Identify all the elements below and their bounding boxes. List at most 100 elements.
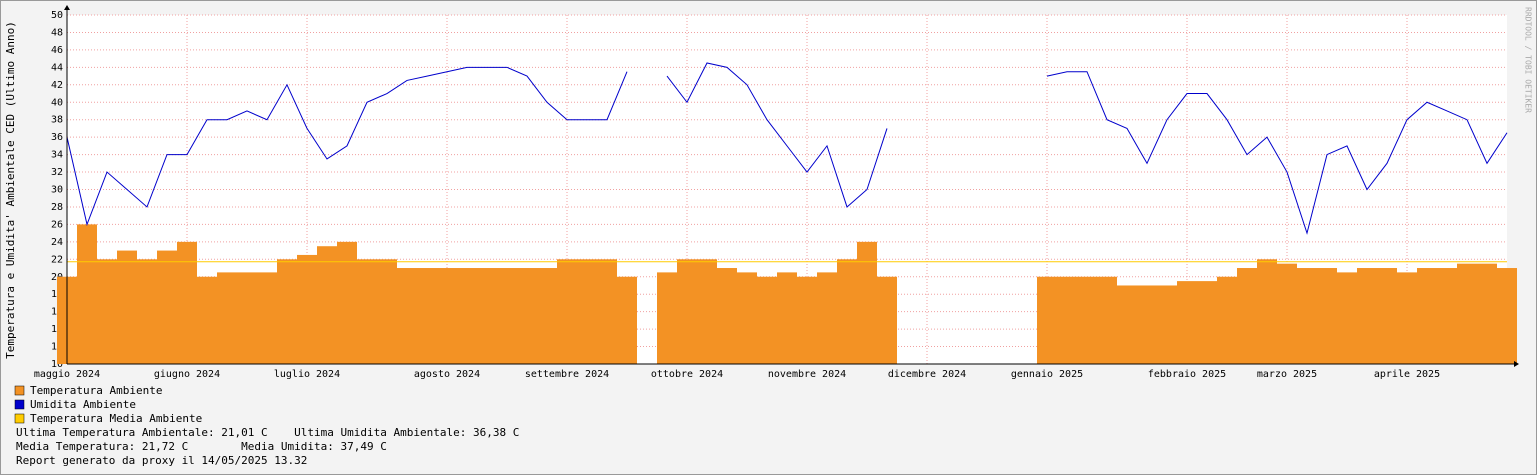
temperature-bar: [177, 241, 197, 364]
x-tick-label: ottobre 2024: [651, 369, 723, 380]
temperature-bar: [137, 259, 157, 364]
x-tick-label: settembre 2024: [525, 369, 609, 380]
y-tick-label: 42: [51, 80, 63, 91]
y-tick-label: 18: [51, 289, 63, 300]
y-tick-label: 14: [51, 324, 63, 335]
temperature-bar: [357, 259, 377, 364]
temperature-bar: [1437, 268, 1457, 364]
y-tick-label: 16: [51, 307, 63, 318]
temperature-bar: [657, 272, 677, 364]
y-tick-label: 40: [51, 97, 63, 108]
legend-swatch: [14, 385, 25, 396]
temperature-bar: [857, 241, 877, 364]
summary-line: Media Temperatura: 21,72 C Media Umidita…: [16, 440, 387, 453]
temperature-bar: [577, 259, 597, 364]
temperature-bar: [497, 268, 517, 364]
x-tick-label: giugno 2024: [154, 369, 220, 380]
temperature-bar: [397, 268, 417, 364]
legend-swatch: [14, 399, 25, 410]
y-tick-label: 38: [51, 115, 63, 126]
temperature-bar: [197, 276, 217, 364]
temperature-bar: [1137, 285, 1157, 364]
x-tick-label: gennaio 2025: [1011, 369, 1083, 380]
watermark: RRDTOOL / TOBI OETIKER: [1524, 7, 1533, 113]
temperature-bar: [1037, 276, 1057, 364]
temperature-bar: [717, 268, 737, 364]
temperature-bar: [1397, 272, 1417, 364]
temperature-bar: [777, 272, 797, 364]
y-tick-label: 44: [51, 62, 63, 73]
temperature-bar: [1157, 285, 1177, 364]
temperature-bar: [1077, 276, 1097, 364]
temperature-bar: [1257, 259, 1277, 364]
temperature-bar: [1097, 276, 1117, 364]
y-tick-label: 30: [51, 185, 63, 196]
temperature-bar: [1237, 268, 1257, 364]
legend-label: Temperatura Ambiente: [30, 384, 162, 397]
summary-line: Report generato da proxy il 14/05/2025 1…: [16, 454, 307, 467]
temperature-bar: [457, 268, 477, 364]
x-tick-label: maggio 2024: [34, 369, 100, 380]
y-tick-label: 48: [51, 27, 63, 38]
temperature-bar: [737, 272, 757, 364]
y-tick-label: 50: [51, 10, 63, 21]
y-tick-label: 24: [51, 237, 63, 248]
temperature-bar: [1277, 263, 1297, 364]
legend-swatch: [14, 413, 25, 424]
temperature-bar: [1117, 285, 1137, 364]
y-tick-label: 32: [51, 167, 63, 178]
temperature-bar: [377, 259, 397, 364]
y-tick-label: 46: [51, 45, 63, 56]
humidity-line: [66, 62, 1508, 235]
x-tick-label: marzo 2025: [1257, 369, 1317, 380]
temperature-bar: [1457, 263, 1477, 364]
temperature-bar: [757, 276, 777, 364]
temperature-bar: [217, 272, 237, 364]
temperature-bar: [537, 268, 557, 364]
temperature-bar: [417, 268, 437, 364]
temperature-bar: [237, 272, 257, 364]
y-tick-label: 28: [51, 202, 63, 213]
temperature-bar: [117, 250, 137, 364]
temperature-bar: [317, 246, 337, 364]
temperature-bar: [1217, 276, 1237, 364]
temperature-bar: [337, 241, 357, 364]
temperature-bar: [477, 268, 497, 364]
temperature-bar: [157, 250, 177, 364]
y-tick-label: 36: [51, 132, 63, 143]
y-axis-label: Temperatura e Umidita' Ambientale CED (U…: [4, 21, 17, 359]
x-arrow: [1514, 361, 1519, 367]
temperature-bar: [1497, 268, 1517, 364]
summary-line: Ultima Temperatura Ambientale: 21,01 C U…: [16, 426, 519, 439]
temperature-bar: [97, 259, 117, 364]
temperature-bar: [1317, 268, 1337, 364]
y-tick-label: 20: [51, 272, 63, 283]
temperature-bar: [277, 259, 297, 364]
x-tick-label: dicembre 2024: [888, 369, 966, 380]
temperature-bar: [1477, 263, 1497, 364]
y-tick-label: 26: [51, 219, 63, 230]
x-tick-label: agosto 2024: [414, 369, 480, 380]
temperature-bar: [1417, 268, 1437, 364]
x-tick-label: aprile 2025: [1374, 369, 1440, 380]
x-tick-label: luglio 2024: [274, 369, 340, 380]
temperature-bar: [1337, 272, 1357, 364]
temperature-bar: [1057, 276, 1077, 364]
temperature-bar: [517, 268, 537, 364]
temperature-bar: [257, 272, 277, 364]
temperature-bar: [437, 268, 457, 364]
temperature-bar: [297, 254, 317, 364]
temperature-bar: [1197, 281, 1217, 364]
x-tick-label: febbraio 2025: [1148, 369, 1226, 380]
temperature-bar: [677, 259, 697, 364]
temperature-bar: [1297, 268, 1317, 364]
temperature-bar: [617, 276, 637, 364]
temperature-bar: [697, 259, 717, 364]
y-arrow: [64, 5, 70, 10]
temperature-bar: [1177, 281, 1197, 364]
temperature-bar: [797, 276, 817, 364]
y-tick-label: 12: [51, 342, 63, 353]
temperature-bar: [77, 224, 97, 364]
temperature-bar: [1357, 268, 1377, 364]
